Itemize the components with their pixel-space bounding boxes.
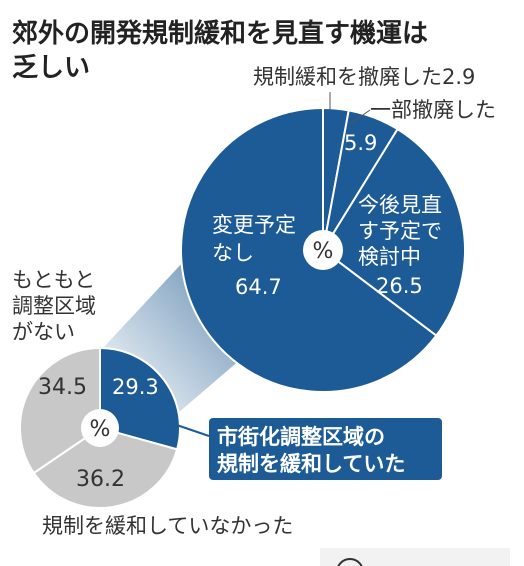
label-none-line-1: もともと <box>12 268 95 292</box>
chart-title-line-2: 乏しい <box>12 53 90 83</box>
label-review-line-1: 今後見直 <box>358 193 442 217</box>
leader-partial <box>349 109 371 125</box>
chart-title-line-1: 郊外の開発規制緩和を見直す機運は <box>12 18 428 49</box>
label-not-eased-value: 36.2 <box>76 467 125 492</box>
small-pie <box>19 346 181 509</box>
bottom-panel <box>320 548 510 566</box>
big-pie-center <box>303 230 343 270</box>
big-pie-slice-3 <box>321 127 466 338</box>
callout-line-1: 市街化調整区域の <box>217 425 385 449</box>
bottom-circle-icon <box>337 558 363 566</box>
label-review-value: 26.5 <box>376 274 423 298</box>
label-review-line-3: 検討中 <box>358 245 421 269</box>
callout-box <box>209 418 442 480</box>
label-none-line-3: がない <box>12 320 75 344</box>
callout-leader <box>161 419 210 437</box>
label-none-line-2: 調整区域 <box>12 294 96 318</box>
label-nochange-value: 64.7 <box>235 275 282 299</box>
label-abolished: 規制緩和を撤廃した2.9 <box>253 65 475 89</box>
label-review-line-2: す予定で <box>358 219 442 243</box>
label-none-value: 34.5 <box>38 375 87 400</box>
small-pie-center <box>81 409 119 447</box>
small-pie-slice-1 <box>99 346 181 451</box>
small-pie-slice-3 <box>19 346 101 475</box>
small-pie-slice-2 <box>32 426 179 509</box>
label-eased-value: 29.3 <box>112 375 159 399</box>
label-partial-value: 5.9 <box>344 131 377 155</box>
small-pie-center-label: % <box>90 417 111 442</box>
callout-line-2: 規制を緩和していた <box>217 452 405 476</box>
label-nochange-line-2: なし <box>212 241 254 265</box>
label-partial: 一部撤廃した <box>370 98 496 122</box>
label-nochange-line-1: 変更予定 <box>212 213 296 237</box>
big-pie-center-label: % <box>313 239 334 264</box>
label-not-eased: 規制を緩和していなかった <box>42 514 293 538</box>
